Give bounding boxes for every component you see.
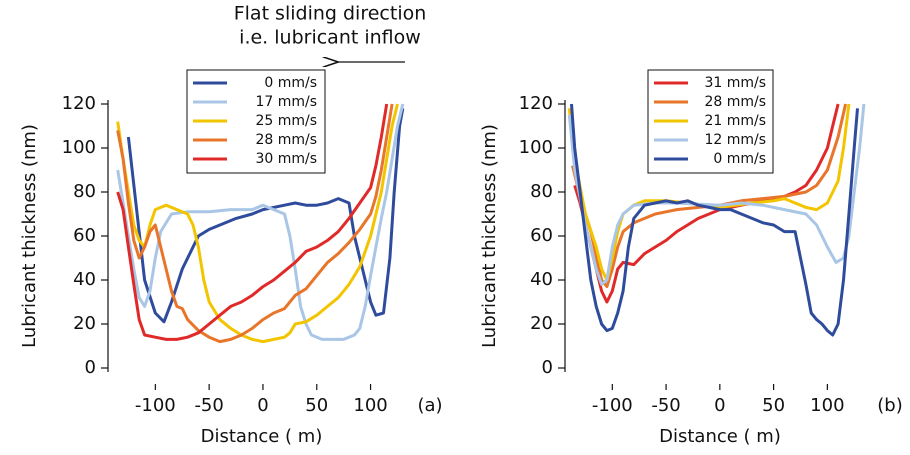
legend-label: 28 mm/s [704, 94, 766, 110]
y-tick-label: 0 [85, 357, 96, 378]
legend-label: 12 mm/s [704, 132, 766, 148]
data-line [116, 103, 394, 344]
x-tick-label: -50 [651, 395, 680, 416]
y-tick-label: 40 [73, 269, 96, 290]
data-line [116, 103, 389, 341]
y-tick-label: 0 [542, 357, 553, 378]
y-tick-label: 100 [519, 137, 553, 158]
data-line [126, 108, 405, 324]
y-tick-label: 20 [73, 313, 96, 334]
legend-label: 30 mm/s [255, 151, 317, 167]
plot-area [567, 103, 866, 337]
x-tick-label: -100 [135, 395, 176, 416]
legend-label: 21 mm/s [704, 113, 766, 129]
legend-label: 25 mm/s [255, 113, 317, 129]
data-line [116, 103, 405, 341]
legend-label: 28 mm/s [255, 132, 317, 148]
legend-label: 31 mm/s [704, 75, 766, 91]
y-tick-label: 120 [62, 93, 96, 114]
y-tick-label: 80 [530, 181, 553, 202]
panel-label: (b) [877, 395, 902, 416]
x-tick-label: -100 [592, 395, 633, 416]
panel-label: (a) [417, 395, 442, 416]
y-tick-label: 120 [519, 93, 553, 114]
y-axis-label: Lubricant thickness (nm) [19, 124, 40, 348]
data-line [567, 103, 866, 286]
x-tick-label: 0 [714, 395, 725, 416]
x-tick-label: 0 [257, 395, 268, 416]
annotation: i.e. lubricant inflow [239, 27, 421, 49]
y-tick-label: 20 [530, 313, 553, 334]
plot-area [116, 103, 405, 344]
x-tick-label: -50 [194, 395, 223, 416]
y-tick-label: 40 [530, 269, 553, 290]
annotation: Flat sliding direction [234, 3, 427, 25]
x-axis-label: Distance ( m) [659, 426, 781, 447]
data-line [573, 103, 840, 304]
y-axis-label: Lubricant thickness (nm) [479, 124, 500, 348]
x-tick-label: 50 [762, 395, 785, 416]
y-tick-label: 60 [530, 225, 553, 246]
legend-label: 0 mm/s [264, 75, 317, 91]
y-tick-label: 60 [73, 225, 96, 246]
x-tick-label: 50 [305, 395, 328, 416]
x-tick-label: 100 [353, 395, 387, 416]
y-tick-label: 80 [73, 181, 96, 202]
x-tick-label: 100 [810, 395, 844, 416]
data-line [570, 103, 859, 337]
legend-label: 0 mm/s [713, 151, 766, 167]
legend-label: 17 mm/s [255, 94, 317, 110]
data-line [571, 103, 848, 289]
y-tick-label: 100 [62, 137, 96, 158]
x-axis-label: Distance ( m) [201, 426, 323, 447]
